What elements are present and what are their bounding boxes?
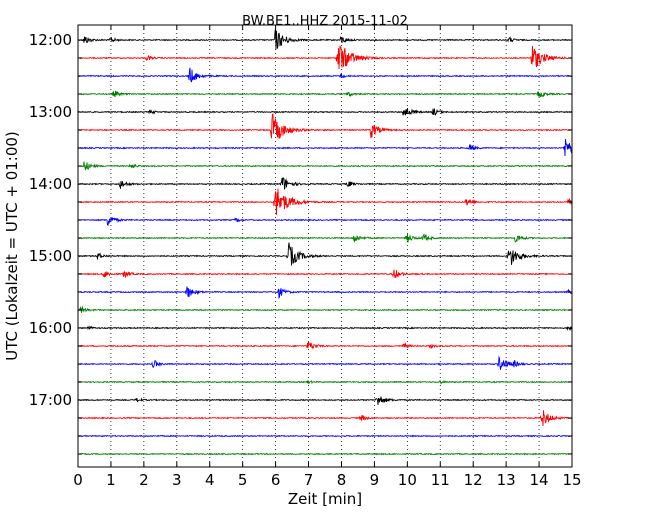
trace-1600 [77,325,573,332]
trace-1200 [77,28,573,50]
x-tick-label: 4 [205,471,215,489]
trace-1300 [77,108,573,116]
x-tick-label: 5 [238,471,248,489]
trace-1715 [77,410,573,427]
chart-title: BW.BE1..HHZ 2015-11-02 [242,14,408,29]
trace-1515 [77,269,573,279]
x-tick-label: 0 [73,471,83,489]
trace-1215 [77,45,573,70]
trace-1645 [77,379,573,385]
trace-1415 [77,188,573,215]
trace-1545 [77,305,573,313]
trace-1245 [77,90,573,98]
y-tick-label: 14:00 [29,175,72,193]
trace-1430 [77,216,573,227]
x-tick-label: 1 [106,471,116,489]
x-tick-label: 7 [304,471,314,489]
y-axis-label: UTC (Lokalzeit = UTC + 01:00) [3,131,21,361]
trace-1615 [77,341,573,350]
axis-ticks: 0 1 2 3 4 5 6 7 8 9 10 11 12 13 14 1512:0013:0014:0015:… [29,25,582,489]
x-axis-label: Zeit [min] [288,490,362,508]
x-tick-label: 14 [530,471,549,489]
trace-1530 [77,285,573,299]
x-tick-label: 12 [464,471,483,489]
trace-1345 [77,161,573,171]
x-tick-label: 10 [398,471,417,489]
seismogram-traces [77,28,573,456]
y-tick-label: 12:00 [29,31,72,49]
x-tick-label: 8 [337,471,347,489]
x-tick-label: 9 [370,471,380,489]
trace-1500 [77,242,573,266]
x-tick-label: 3 [172,471,182,489]
trace-1230 [77,67,573,83]
vertical-gridlines [110,25,540,467]
y-tick-label: 13:00 [29,103,72,121]
trace-1730 [77,434,573,438]
trace-1630 [77,355,573,370]
trace-1700 [77,396,573,405]
x-tick-label: 2 [139,471,149,489]
trace-1315 [77,113,573,139]
x-tick-label: 6 [271,471,281,489]
trace-1745 [77,452,573,456]
x-tick-label: 13 [497,471,516,489]
x-tick-label: 15 [562,471,581,489]
y-tick-label: 17:00 [29,391,72,409]
y-tick-label: 15:00 [29,247,72,265]
plot-frame [77,24,573,468]
x-tick-label: 11 [431,471,450,489]
trace-1330 [77,138,573,157]
trace-1400 [77,177,573,190]
y-tick-label: 16:00 [29,319,72,337]
trace-1445 [77,233,573,243]
